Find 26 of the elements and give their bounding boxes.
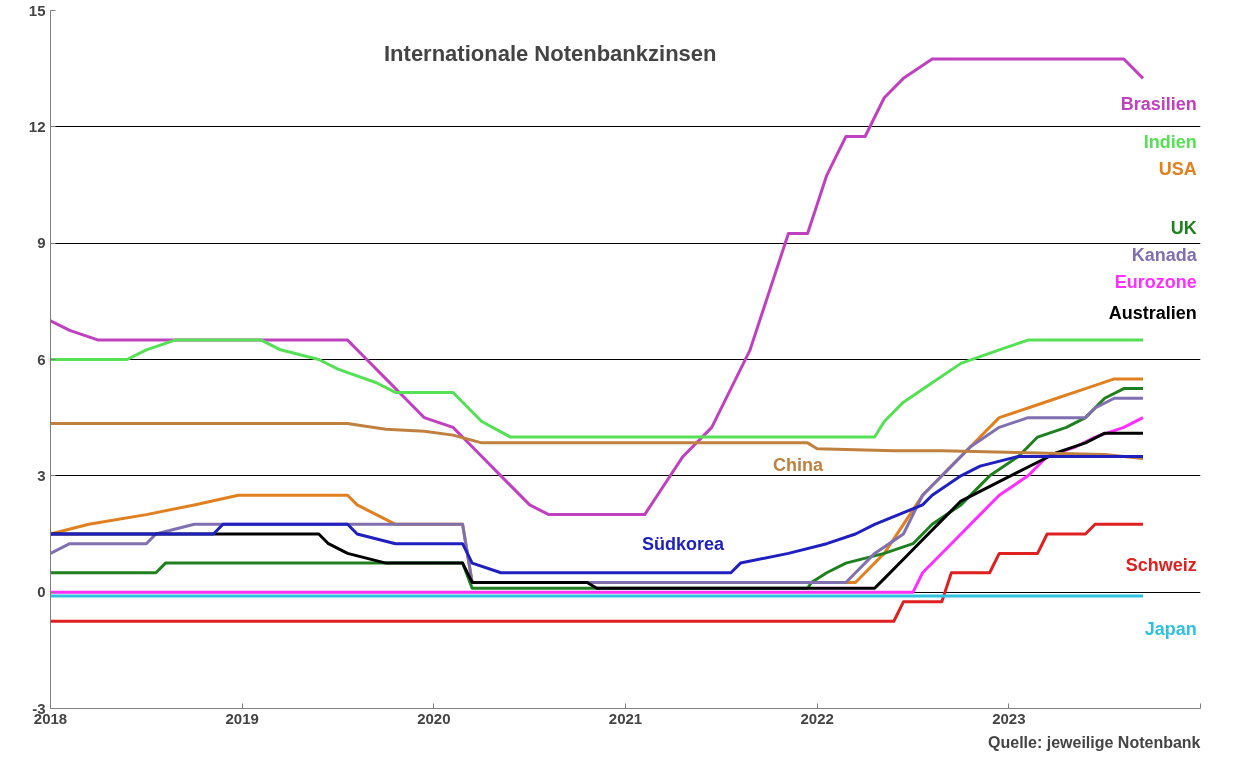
x-tick-label: 2023: [992, 709, 1026, 727]
y-tick-label: 12: [28, 117, 46, 135]
source-note: Quelle: jeweilige Notenbank: [988, 733, 1201, 751]
text: USA: [1158, 159, 1197, 180]
series-label: Brasilien: [1120, 93, 1197, 114]
text: Internationale Notenbankzinsen: [384, 40, 717, 66]
x-tick-label: 2021: [608, 709, 643, 727]
line-series: [50, 338, 1145, 439]
y-tick-label: 6: [37, 350, 46, 368]
series-label: Schweiz: [1125, 555, 1197, 576]
y-tick-label: 3: [37, 466, 46, 484]
series-label: Südkorea: [641, 533, 725, 554]
x-tick-label: 2020: [417, 709, 451, 727]
y-tick-label: 15: [28, 1, 46, 19]
text: Kanada: [1131, 244, 1198, 265]
series-label: Japan: [1144, 619, 1197, 640]
y-tick-label: 0: [37, 583, 46, 601]
x-tick-label: 2022: [800, 709, 834, 727]
series-label: China: [773, 454, 824, 475]
text: Indien: [1143, 132, 1197, 153]
x-tick-label: 2019: [225, 709, 259, 727]
text: Eurozone: [1114, 271, 1197, 292]
line-series: [50, 421, 1145, 460]
text: UK: [1170, 217, 1197, 238]
text: Australien: [1108, 302, 1197, 323]
y-tick-label: 9: [37, 234, 46, 252]
